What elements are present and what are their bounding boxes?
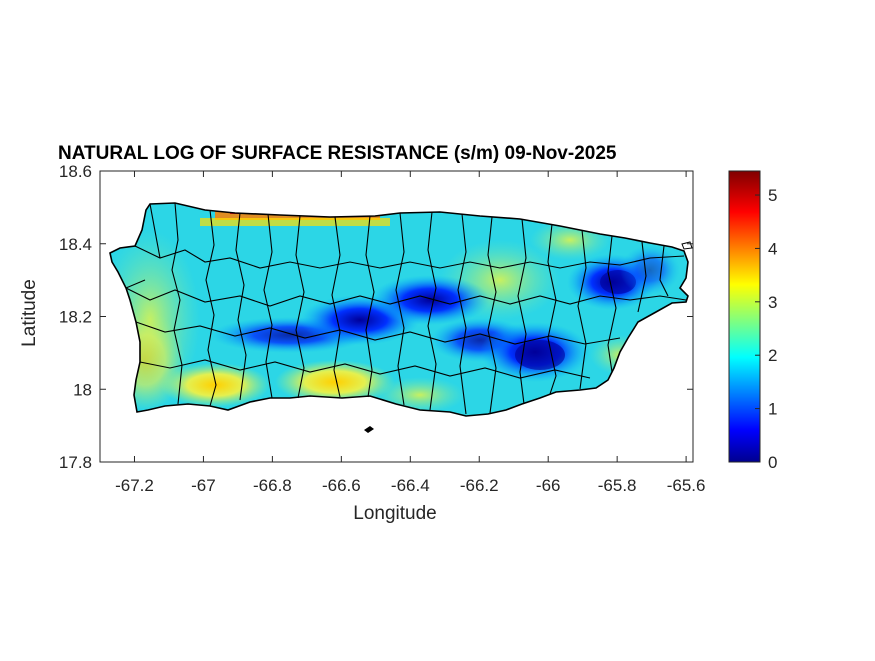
x-tick-label: -67: [191, 476, 216, 495]
x-axis-label: Longitude: [353, 503, 437, 524]
map-title: NATURAL LOG OF SURFACE RESISTANCE (s/m) …: [58, 143, 617, 164]
colorbar-tick-label: 0: [768, 453, 777, 472]
x-tick-label: -66.6: [322, 476, 361, 495]
y-tick-label: 18.6: [59, 162, 92, 181]
surface-resistance-raster: [110, 203, 688, 416]
y-tick-label: 18.4: [59, 235, 92, 254]
x-tick-label: -65.6: [667, 476, 706, 495]
colorbar-tick-label: 1: [768, 400, 777, 419]
colorbar-tick-label: 5: [768, 186, 777, 205]
caja-de-muertos-island: [364, 426, 374, 433]
colorbar: [728, 170, 761, 463]
y-axis-label: Latitude: [19, 279, 40, 347]
x-tick-label: -66.8: [253, 476, 292, 495]
culebra-islet: [681, 241, 693, 250]
x-axis-ticks: -67.2 -67 -66.8 -66.6 -66.4 -66.2 -66 -65.8 -65.…: [115, 171, 705, 495]
x-tick-label: -65.8: [598, 476, 637, 495]
x-tick-label: -67.2: [115, 476, 154, 495]
colorbar-tick-label: 4: [768, 239, 777, 258]
x-tick-label: -66: [536, 476, 561, 495]
y-tick-label: 18: [73, 380, 92, 399]
x-tick-label: -66.4: [391, 476, 430, 495]
colorbar-tick-label: 2: [768, 346, 777, 365]
y-tick-label: 17.8: [59, 453, 92, 472]
y-axis-ticks: 17.8 18 18.2 18.4 18.6: [59, 162, 693, 472]
municipality-borders: [125, 202, 687, 415]
y-tick-label: 18.2: [59, 308, 92, 327]
colorbar-ticks: 0 1 2 3 4 5: [755, 186, 777, 472]
x-tick-label: -66.2: [460, 476, 499, 495]
colorbar-tick-label: 3: [768, 293, 777, 312]
